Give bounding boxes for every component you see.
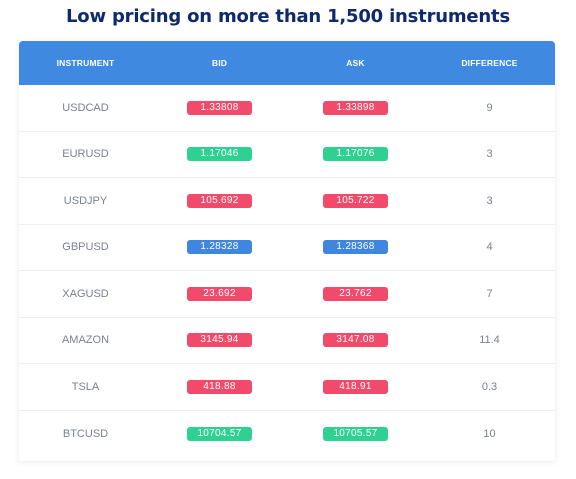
header-ask: ASK [346,58,365,68]
difference-cell: 3 [486,194,493,207]
bid-price-badge: 1.28328 [187,240,252,255]
instrument-cell: TSLA [71,380,100,393]
ask-cell: 1.17076 [287,147,424,162]
ask-cell: 10705.57 [287,426,424,441]
difference-cell: 9 [486,101,493,114]
instrument-cell: XAGUSD [62,287,109,300]
bid-price-badge: 1.17046 [187,147,252,162]
bid-cell: 3145.94 [152,333,287,348]
ask-cell: 418.91 [287,379,424,394]
difference-cell: 10 [483,427,496,440]
bid-cell: 1.17046 [152,147,287,162]
bid-price-badge: 1.33808 [187,100,252,115]
table-row: BTCUSD 10704.57 10705.57 10 [19,411,555,458]
ask-price-badge: 23.762 [323,286,388,301]
ask-price-badge: 1.28368 [323,240,388,255]
ask-cell: 1.33898 [287,100,424,115]
difference-cell: 4 [486,241,493,254]
bid-cell: 23.692 [152,286,287,301]
table-body: USDCAD 1.33808 1.33898 9 EURUSD 1.17046 1.1707… [19,85,555,457]
table-row: EURUSD 1.17046 1.17076 3 [19,132,555,178]
difference-cell: 11.4 [479,334,500,347]
header-difference: DIFFERENCE [461,58,518,68]
ask-price-badge: 105.722 [323,193,388,208]
bid-price-badge: 10704.57 [187,426,252,441]
header-instrument: INSTRUMENT [56,58,115,68]
ask-cell: 23.762 [287,286,424,301]
bid-cell: 1.33808 [152,100,287,115]
table-row: USDCAD 1.33808 1.33898 9 [19,85,555,132]
ask-price-badge: 418.91 [323,379,388,394]
ask-cell: 1.28368 [287,240,424,255]
table-row: USDJPY 105.692 105.722 3 [19,178,555,225]
ask-cell: 105.722 [287,193,424,208]
table-row: GBPUSD 1.28328 1.28368 4 [19,225,555,271]
ask-cell: 3147.08 [287,333,424,348]
bid-cell: 10704.57 [152,426,287,441]
difference-cell: 3 [486,148,493,161]
instrument-cell: USDCAD [62,101,109,114]
difference-cell: 7 [486,287,493,300]
ask-price-badge: 1.17076 [323,147,388,162]
header-bid: BID [211,58,228,68]
instrument-cell: AMAZON [61,334,110,347]
table-row: XAGUSD 23.692 23.762 7 [19,271,555,318]
pricing-table: INSTRUMENT BID ASK DIFFERENCE USDCAD 1.33… [19,41,555,461]
instrument-cell: EURUSD [62,148,109,161]
bid-price-badge: 418.88 [187,379,252,394]
ask-price-badge: 1.33898 [323,100,388,115]
instrument-cell: BTCUSD [62,427,109,440]
bid-cell: 418.88 [152,379,287,394]
ask-price-badge: 3147.08 [323,333,388,348]
instrument-cell: USDJPY [63,194,108,207]
table-header: INSTRUMENT BID ASK DIFFERENCE [19,41,555,85]
table-row: TSLA 418.88 418.91 0.3 [19,364,555,411]
bid-price-badge: 105.692 [187,193,252,208]
table-row: AMAZON 3145.94 3147.08 11.4 [19,318,555,364]
ask-price-badge: 10705.57 [323,426,388,441]
difference-cell: 0.3 [481,380,498,393]
bid-cell: 105.692 [152,193,287,208]
page-title: Low pricing on more than 1,500 instrumen… [66,6,510,27]
bid-cell: 1.28328 [152,240,287,255]
bid-price-badge: 23.692 [187,286,252,301]
bid-price-badge: 3145.94 [187,333,252,348]
instrument-cell: GBPUSD [62,241,109,254]
